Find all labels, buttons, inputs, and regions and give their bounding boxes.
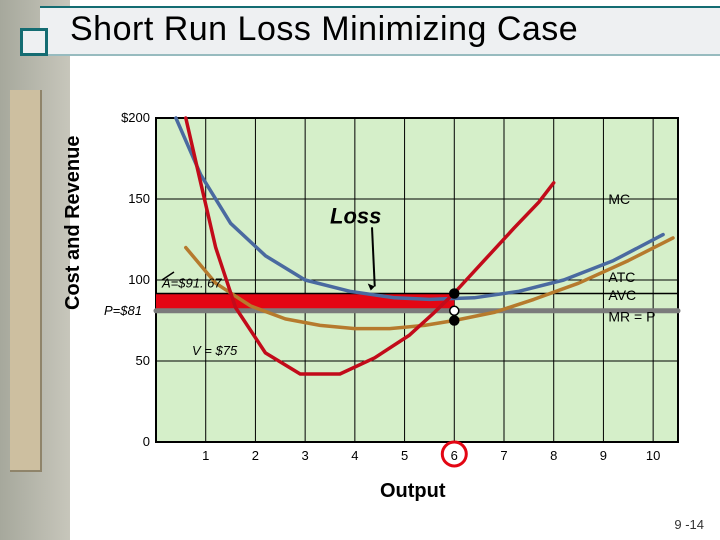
curve-label-mr: MR = P: [608, 309, 655, 325]
xtick-label: 5: [401, 448, 408, 463]
xtick-label: 2: [252, 448, 259, 463]
ytick-label: 0: [143, 434, 150, 449]
label-a-value: A=$91. 67: [161, 275, 222, 290]
marker-2: [450, 316, 459, 325]
slide-number: 9 -14: [674, 517, 704, 532]
ytick-label: 50: [136, 353, 150, 368]
label-p-value: P=$81: [104, 303, 142, 318]
xtick-label: 8: [550, 448, 557, 463]
title-accent-square: [20, 28, 48, 56]
xtick-label: 10: [646, 448, 660, 463]
curve-label-avc: AVC: [608, 287, 636, 303]
curve-label-atc: ATC: [608, 269, 635, 285]
xtick-label: 6: [451, 448, 458, 463]
marker-0: [450, 289, 459, 298]
ytick-label: 150: [128, 191, 150, 206]
label-v-value: V = $75: [192, 343, 238, 358]
chart-svg: 0 50 100 150 $200 1 2 3 4 5 6 7 8 9 10 A=$91. 67 P=$81 V …: [100, 112, 700, 502]
loss-band: [156, 293, 454, 310]
title-accent-underline: [40, 54, 720, 56]
xtick-label: 1: [202, 448, 209, 463]
curve-label-mc: MC: [608, 191, 630, 207]
loss-annotation-label: Loss: [330, 203, 381, 228]
marker-1: [450, 306, 459, 315]
xtick-label: 4: [351, 448, 358, 463]
slide-title: Short Run Loss Minimizing Case: [70, 10, 578, 49]
ytick-label: 100: [128, 272, 150, 287]
chart: 0 50 100 150 $200 1 2 3 4 5 6 7 8 9 10 A=$91. 67 P=$81 V …: [100, 112, 700, 502]
xtick-label: 7: [500, 448, 507, 463]
xtick-label: 9: [600, 448, 607, 463]
slide-background-panel: [10, 90, 42, 472]
y-axis-label: Cost and Revenue: [62, 136, 85, 310]
ytick-label-top: $200: [121, 112, 150, 125]
xtick-label: 3: [302, 448, 309, 463]
